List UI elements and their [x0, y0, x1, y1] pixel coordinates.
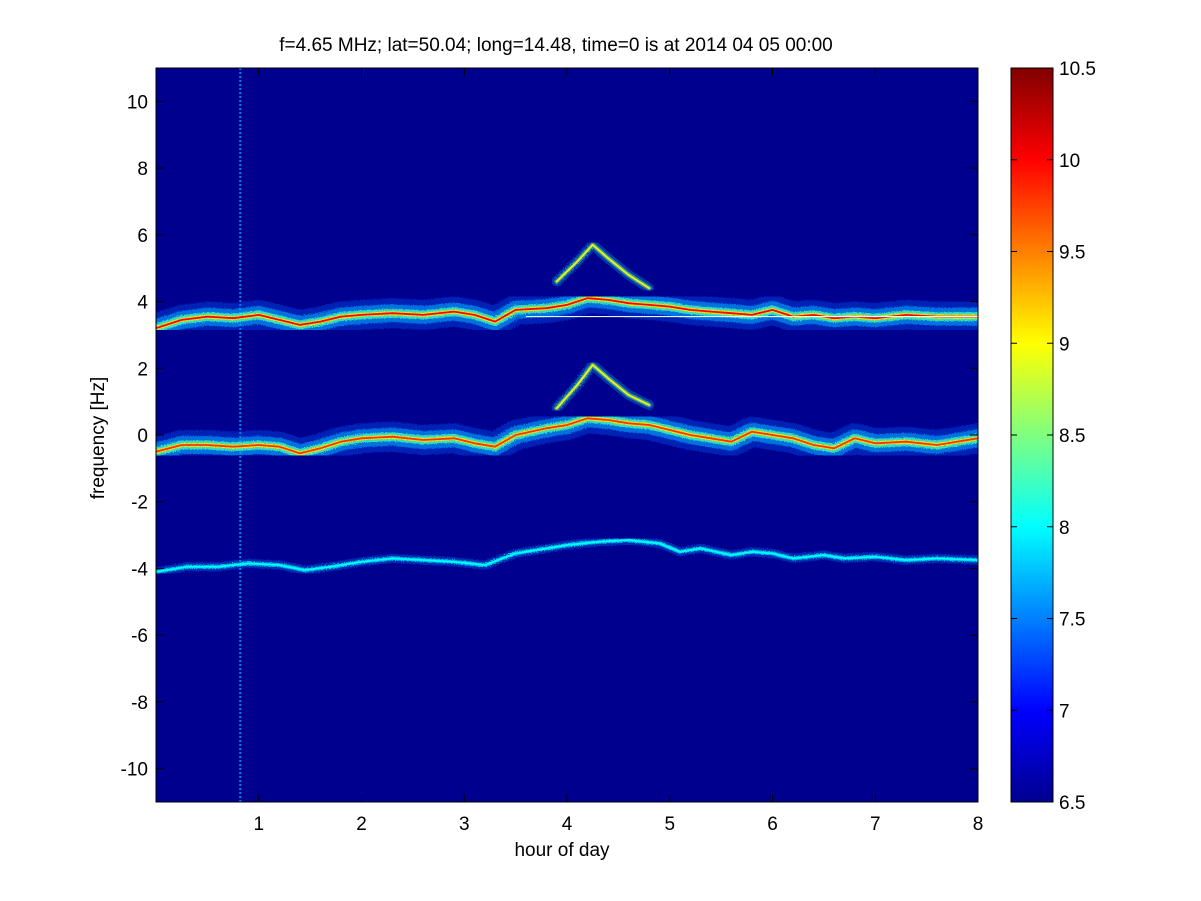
colorbar-tick-label: 9	[1059, 334, 1070, 355]
colorbar-tick-label: 10	[1059, 151, 1080, 172]
colorbar	[1010, 67, 1054, 803]
colorbar-tick-label: 7.5	[1059, 610, 1085, 631]
x-tick-label: 6	[767, 814, 778, 835]
chart-title: f=4.65 MHz; lat=50.04; long=14.48, time=…	[279, 35, 833, 56]
x-tick-label: 1	[253, 814, 264, 835]
colorbar-tick-label: 8.5	[1059, 426, 1085, 447]
y-tick-label: -2	[131, 493, 148, 514]
colorbar-tick-label: 9.5	[1059, 243, 1085, 264]
y-axis-label: frequency [Hz]	[88, 377, 109, 500]
x-axis-ticks: 1 2 3 4 5 6 7 8	[253, 68, 983, 835]
x-tick-label: 4	[562, 814, 573, 835]
x-tick-label: 3	[459, 814, 470, 835]
x-tick-label: 5	[664, 814, 675, 835]
y-tick-label: 2	[137, 359, 148, 380]
colorbar-tick-label: 6.5	[1059, 793, 1085, 814]
y-tick-label: 8	[137, 159, 148, 180]
upper-trace-layer-4	[156, 297, 978, 330]
middle-trace-layer-4	[156, 417, 978, 455]
colorbar-tick-label: 7	[1059, 701, 1070, 722]
lower-trace-layer-2	[156, 539, 978, 573]
colorbar-tick-label: 10.5	[1059, 59, 1096, 80]
y-tick-label: -8	[131, 693, 148, 714]
middle-harmonic-arcs-layer-2	[555, 363, 651, 410]
colorbar-tick-label: 8	[1059, 518, 1070, 539]
upper-harmonic-arcs-layer-2	[555, 243, 651, 290]
y-tick-label: -6	[131, 626, 148, 647]
y-tick-label: 10	[127, 92, 148, 113]
y-tick-label: 4	[137, 293, 148, 314]
x-tick-label: 2	[356, 814, 367, 835]
spectrogram-traces	[156, 68, 978, 802]
y-axis-ticks: -10 -8 -6 -4 -2 0 2 4 6 8 10	[121, 92, 978, 781]
y-tick-label: 0	[137, 426, 148, 447]
x-tick-label: 8	[973, 814, 984, 835]
x-axis-label: hour of day	[514, 840, 610, 861]
y-tick-label: -4	[131, 559, 148, 580]
x-tick-label: 7	[870, 814, 881, 835]
colorbar-ticks: 6.5 7 7.5 8 8.5 9 9.5 10 10.5	[1011, 59, 1096, 814]
y-tick-label: 6	[137, 226, 148, 247]
y-tick-label: -10	[121, 760, 148, 781]
